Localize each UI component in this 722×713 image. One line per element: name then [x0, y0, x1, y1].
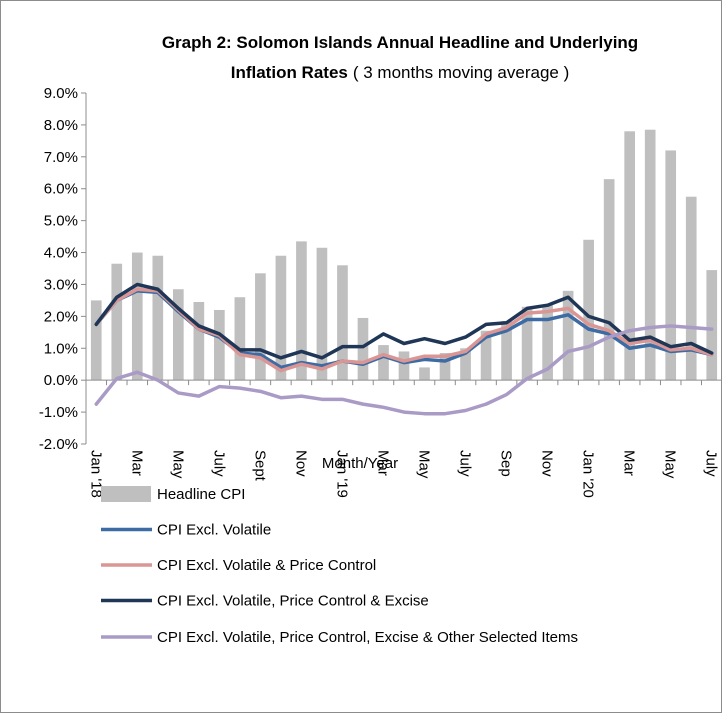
bar	[644, 129, 656, 381]
bar	[624, 131, 636, 381]
x-tick-label: Mar	[128, 450, 145, 476]
x-tick-label: Sept	[251, 450, 268, 482]
bar	[111, 263, 123, 381]
y-tick-label: 6.0%	[44, 181, 78, 198]
bar	[419, 367, 430, 381]
legend-label: CPI Excl. Volatile & Price Control	[157, 557, 376, 574]
legend-swatch	[101, 486, 151, 502]
x-tick-label: May	[662, 450, 679, 479]
bar	[193, 302, 205, 381]
bar	[521, 306, 533, 381]
y-tick-label: 1.0%	[44, 340, 78, 357]
bar	[480, 330, 492, 381]
x-tick-label: Sep	[498, 450, 515, 477]
line-series	[94, 282, 714, 360]
bar	[255, 273, 266, 381]
x-tick-label: Jan '19	[333, 450, 350, 498]
x-axis-label: Month/Year	[322, 455, 398, 472]
y-tick-label: 0.0%	[44, 372, 78, 389]
x-tick-label: Jan '20	[580, 450, 597, 498]
x-tick-label: Mar	[621, 450, 638, 476]
x-tick-label: July	[703, 450, 720, 477]
bar	[152, 255, 164, 381]
legend-label: CPI Excl. Volatile	[157, 522, 271, 539]
bar	[542, 305, 553, 381]
line-series	[94, 324, 714, 416]
x-tick-label: July	[210, 450, 227, 477]
bar	[398, 351, 410, 381]
bar	[90, 300, 102, 381]
bar	[501, 321, 512, 381]
x-tick-label: Jan '18	[87, 450, 104, 498]
y-tick-label: 3.0%	[44, 276, 78, 293]
bar	[296, 241, 307, 381]
bar	[214, 309, 225, 381]
bar	[234, 297, 246, 381]
bar	[583, 239, 594, 381]
x-tick-label: May	[416, 450, 433, 479]
chart-title: Inflation Rates	[231, 63, 348, 82]
y-tick-label: 4.0%	[44, 245, 78, 262]
x-tick-label: May	[169, 450, 186, 479]
legend-label: CPI Excl. Volatile, Price Control, Excis…	[157, 629, 578, 646]
bar	[172, 289, 184, 381]
y-tick-label: 5.0%	[44, 213, 78, 230]
bar	[439, 353, 451, 381]
bar	[603, 179, 615, 381]
bar	[562, 290, 574, 381]
chart-title: Graph 2: Solomon Islands Annual Headline…	[162, 33, 638, 52]
y-tick-label: 7.0%	[44, 149, 78, 166]
chart-title-line-2: Inflation Rates ( 3 months moving average…	[231, 63, 570, 82]
bar	[685, 196, 697, 381]
x-tick-label: July	[457, 450, 474, 477]
bar	[665, 150, 677, 381]
y-tick-label: 2.0%	[44, 308, 78, 325]
line-series	[94, 287, 714, 373]
bar	[131, 252, 143, 381]
bar	[357, 317, 369, 381]
y-tick-label: 8.0%	[44, 117, 78, 134]
y-tick-label: -2.0%	[39, 436, 78, 453]
bar	[378, 345, 389, 381]
bar	[460, 348, 471, 381]
y-tick-label: 9.0%	[44, 85, 78, 102]
bar	[337, 265, 348, 381]
legend-label: Headline CPI	[157, 486, 245, 503]
chart-subtitle: ( 3 months moving average )	[353, 63, 569, 82]
bar	[706, 270, 718, 381]
x-tick-label: Mar	[374, 450, 391, 476]
x-tick-label: Nov	[539, 450, 556, 477]
bar	[316, 247, 328, 381]
bar	[275, 255, 287, 381]
legend-label: CPI Excl. Volatile, Price Control & Exci…	[157, 593, 429, 610]
y-tick-label: -1.0%	[39, 404, 78, 421]
x-tick-label: Nov	[292, 450, 309, 477]
